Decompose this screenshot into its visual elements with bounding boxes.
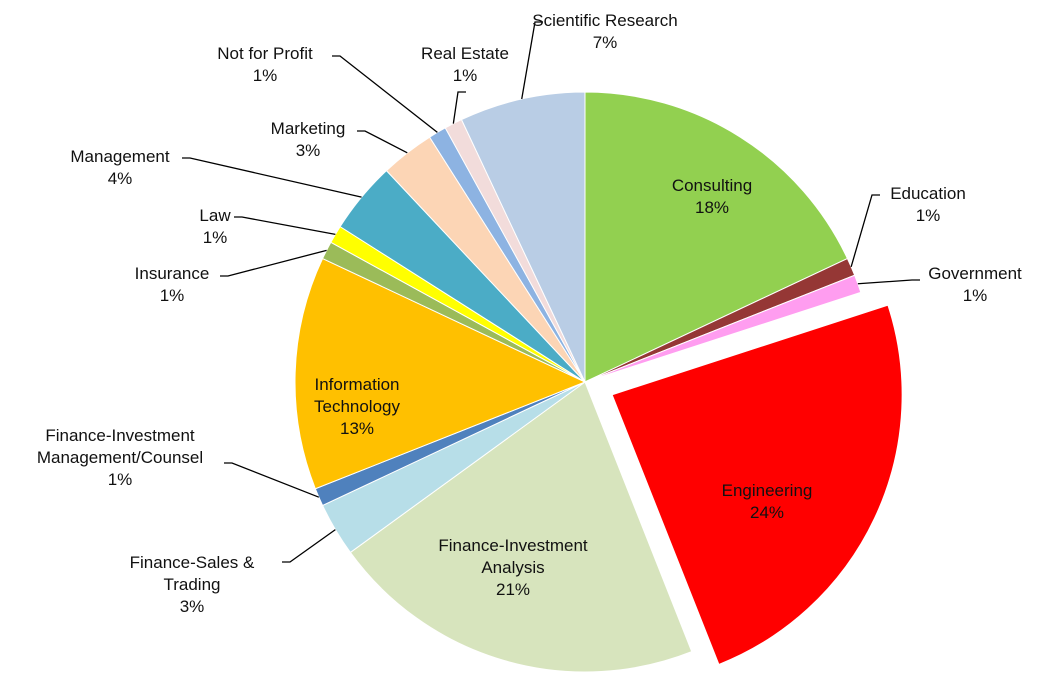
slice-label: Management 4% [40,146,200,190]
slice-label: Finance-Investment Management/Counsel 1% [10,425,230,491]
slice-label: Law 1% [185,205,245,249]
value-label: 1% [159,286,185,305]
category-label: Law [199,206,231,225]
slice-label: Insurance 1% [112,263,232,307]
value-label: 1% [252,66,278,85]
value-label: 1% [202,228,228,247]
pie-slice [460,91,586,383]
category-label: Finance-Sales & Trading [129,553,255,594]
value-label: 1% [107,470,133,489]
value-label: 1% [915,206,941,225]
slice-label: Engineering 24% [687,480,847,524]
value-label: 1% [452,66,478,85]
category-label: Marketing [270,119,346,138]
category-label: Education [890,184,966,203]
slice-label: Scientific Research 7% [505,10,705,54]
leader-line [521,21,543,100]
category-label: Information Technology [313,375,400,416]
pie-slice [294,257,587,490]
value-label: 13% [339,419,375,438]
leader-line [234,216,336,236]
value-label: 18% [694,198,730,217]
leader-line [282,529,336,563]
leader-line [357,130,408,154]
category-label: Engineering [721,481,813,500]
slice-label: Finance-Investment Analysis 21% [413,535,613,601]
slice-label: Information Technology 13% [287,374,427,440]
slice-label: Marketing 3% [248,118,368,162]
slice-label: Real Estate 1% [405,43,525,87]
category-label: Real Estate [421,44,509,63]
category-label: Management [70,147,170,166]
slice-label: Government 1% [915,263,1035,307]
leader-line [332,55,438,133]
category-label: Finance-Investment Analysis [438,536,588,577]
pie-slice [584,91,849,383]
category-label: Insurance [134,264,210,283]
leader-line [220,249,327,277]
value-label: 3% [295,141,321,160]
value-label: 1% [962,286,988,305]
value-label: 21% [495,580,531,599]
category-label: Government [928,264,1022,283]
leader-line [452,91,466,124]
category-label: Scientific Research [532,11,678,30]
slice-label: Not for Profit 1% [185,43,345,87]
slice-label: Finance-Sales & Trading 3% [107,552,277,618]
slice-label: Education 1% [868,183,988,227]
pie-slice [611,304,903,666]
slice-label: Consulting 18% [632,175,792,219]
category-label: Consulting [671,176,753,195]
leader-line [850,194,880,268]
leader-line [224,462,320,498]
value-label: 24% [749,503,785,522]
pie-slice [584,274,862,383]
category-label: Not for Profit [217,44,313,63]
pie-slice [349,381,693,673]
leader-line [857,279,920,285]
leader-line [182,157,362,198]
value-label: 4% [107,169,133,188]
value-label: 3% [179,597,205,616]
value-label: 7% [592,33,618,52]
category-label: Finance-Investment Management/Counsel [36,426,204,467]
